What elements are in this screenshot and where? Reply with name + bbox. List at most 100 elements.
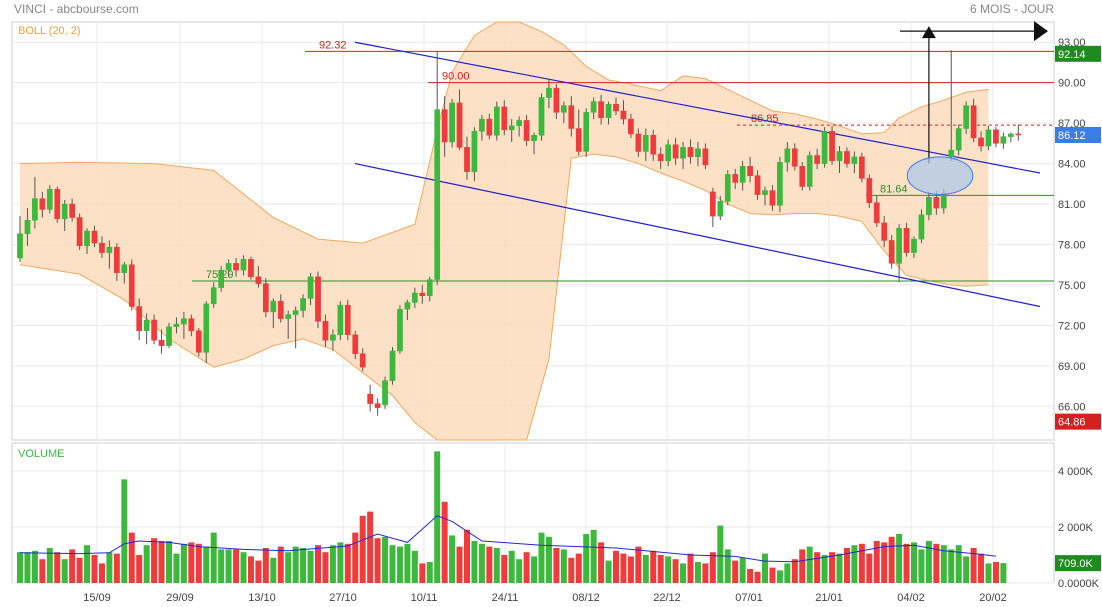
volume-bar (106, 552, 113, 583)
candle-body (717, 201, 724, 217)
volume-bar (359, 515, 366, 583)
volume-bar (911, 542, 917, 583)
bollinger-bands (19, 21, 989, 441)
candle-body (940, 192, 947, 209)
candle-body (665, 144, 671, 162)
volume-bar (337, 542, 344, 583)
volume-bar (493, 548, 500, 583)
volume-bar (925, 541, 932, 583)
volume-bar (315, 545, 321, 583)
price-tick-label: 69.00 (1058, 361, 1086, 373)
volume-bar (166, 541, 172, 583)
volume-bar (247, 556, 254, 583)
candle-body (449, 102, 455, 143)
candle-body (546, 87, 552, 98)
candle-body (695, 148, 701, 158)
candle-body (359, 353, 366, 368)
level-label: 90.00 (442, 71, 470, 83)
candle-body (806, 155, 813, 187)
volume-tag-box (1055, 555, 1101, 572)
candle-body (389, 350, 396, 381)
volume-bar (188, 542, 195, 583)
price-tag-box (1055, 126, 1101, 143)
candle-body (531, 135, 537, 141)
price-tick-label: 75.00 (1058, 280, 1086, 292)
candle-body (61, 203, 68, 220)
candle-body (829, 130, 835, 162)
volume-bar (17, 552, 23, 583)
candle-body (493, 106, 500, 136)
candle-body (419, 292, 426, 296)
candle-body (568, 105, 575, 129)
volume-tag-label: 709.0K (1058, 558, 1094, 570)
candle-body (814, 155, 820, 164)
candle-body (911, 238, 917, 253)
candle-body (628, 118, 634, 135)
candle-body (1000, 136, 1007, 144)
chart-title: VINCI - abcbourse.com (14, 2, 139, 16)
candle-body (330, 334, 336, 341)
volume-bar (769, 567, 776, 583)
candle-body (791, 148, 798, 167)
candle-body (575, 128, 582, 152)
volume-bar (471, 541, 478, 583)
volume-bar (531, 556, 538, 583)
bollinger-fill (20, 22, 989, 440)
volume-bar (151, 538, 158, 583)
volume-bar (434, 451, 441, 583)
volume-bar (233, 549, 240, 583)
candle-body (836, 151, 843, 162)
volume-bar (784, 563, 791, 583)
candle-body (382, 380, 388, 406)
volume-bar (620, 553, 627, 583)
candle-body (17, 233, 23, 259)
candle-body (114, 246, 120, 274)
date-tick-label: 27/10 (329, 592, 357, 604)
date-tick-label: 08/12 (572, 592, 600, 604)
price-tag-box (1055, 413, 1101, 430)
candle-body (158, 339, 165, 346)
volume-bar (918, 549, 925, 583)
candle-body (821, 130, 828, 164)
candle-body (248, 259, 254, 278)
candle-body (650, 135, 657, 155)
volume-bar (441, 501, 448, 583)
volume-bar (285, 552, 292, 583)
candle-body (777, 161, 783, 206)
price-tag-label: 64.86 (1058, 417, 1086, 429)
volume-bar (873, 541, 880, 583)
channel-upper-line (354, 41, 1041, 174)
candle-body (143, 319, 150, 332)
volume-bar (747, 569, 754, 583)
volume-bars (17, 451, 1007, 583)
volume-bar (568, 557, 575, 583)
volume-bar (851, 545, 858, 583)
volume-bar (464, 529, 470, 583)
candle-body (233, 263, 239, 271)
candle-body (799, 166, 806, 187)
volume-bar (866, 553, 873, 583)
volume-bar (724, 549, 731, 583)
volume-bar (583, 534, 590, 583)
candle-body (307, 276, 314, 299)
candle-body (285, 314, 292, 319)
candle-body (844, 151, 850, 164)
volume-bar (508, 550, 515, 583)
bollinger-upper (19, 21, 989, 244)
volume-bar (31, 550, 38, 583)
candle-body (620, 110, 627, 120)
volume-bar (992, 562, 999, 583)
candle-body (769, 190, 776, 206)
candle-body (851, 156, 858, 164)
volume-average-line (19, 515, 997, 563)
candle-body (39, 198, 46, 210)
date-tick-label: 13/10 (248, 592, 276, 604)
volume-bar (404, 543, 411, 583)
candle-body (54, 188, 61, 220)
candle-body (76, 217, 83, 247)
volume-bar (709, 552, 716, 583)
candle-body (501, 106, 508, 131)
volume-bar (69, 549, 76, 583)
annotations (900, 21, 1048, 196)
candle-body (84, 230, 90, 247)
